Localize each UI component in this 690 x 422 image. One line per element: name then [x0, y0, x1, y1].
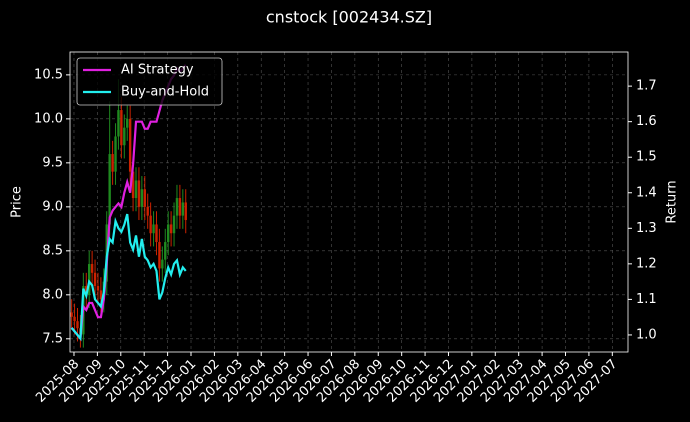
candle-body — [126, 118, 129, 128]
legend-label: Buy-and-Hold — [121, 85, 209, 100]
candle-body — [108, 154, 111, 225]
y-tick-label: 8.5 — [42, 243, 63, 258]
legend: AI Strategy Buy-and-Hold — [76, 57, 223, 106]
candle-body — [134, 180, 138, 199]
candle-body — [131, 171, 135, 199]
y2-tick-label: 1.0 — [636, 327, 657, 342]
y2-tick-label: 1.2 — [636, 256, 657, 271]
candle-body — [114, 136, 117, 172]
y-tick-label: 7.5 — [42, 331, 63, 346]
plot-frame — [69, 51, 629, 353]
chart-title: cnstock [002434.SZ] — [266, 8, 432, 27]
legend-label: AI Strategy — [121, 63, 194, 78]
y2-tick-label: 1.7 — [636, 79, 657, 94]
candle-body — [137, 180, 141, 207]
candle-body — [99, 290, 103, 300]
y-tick-label: 9.5 — [42, 155, 63, 170]
candle-body — [181, 202, 185, 216]
candle-body — [155, 224, 158, 243]
series-line — [70, 213, 187, 342]
candle-body — [169, 224, 173, 234]
candle-body — [120, 110, 123, 146]
candle-body — [178, 198, 182, 216]
candle-body — [140, 189, 144, 207]
y2-tick-label: 1.3 — [636, 221, 657, 236]
candle-body — [73, 316, 76, 322]
candle-body — [117, 110, 120, 137]
candle-body — [152, 224, 155, 234]
candle-body — [146, 206, 149, 216]
y-tick-label: 10.0 — [34, 111, 63, 126]
y2-tick-label: 1.5 — [636, 150, 657, 165]
candle-body — [70, 312, 73, 317]
candle-body — [128, 118, 132, 172]
candle-body — [158, 242, 161, 269]
candle-body — [161, 259, 164, 269]
y2-tick-label: 1.4 — [636, 185, 657, 200]
y-tick-label: 10.5 — [34, 67, 63, 82]
y2-axis-label: Return — [665, 180, 680, 223]
legend-box — [76, 57, 223, 106]
candle-body — [90, 264, 94, 273]
candle-body — [96, 286, 100, 291]
candle-body — [111, 154, 114, 172]
candle-body — [93, 272, 97, 287]
candle-body — [87, 264, 91, 295]
candle-body — [164, 242, 167, 260]
candle-body — [123, 127, 126, 146]
candle-body — [175, 198, 179, 216]
candle-body — [184, 202, 187, 221]
y2-tick-label: 1.1 — [636, 292, 657, 307]
candle-body — [166, 224, 170, 243]
y-tick-label: 8.0 — [42, 287, 63, 302]
candle-body — [149, 215, 152, 234]
y-axis-label: Price — [10, 186, 25, 218]
candle-body — [143, 189, 146, 207]
candle-body — [76, 321, 79, 329]
y-tick-label: 9.0 — [42, 199, 63, 214]
y2-tick-label: 1.6 — [636, 114, 657, 129]
candle-body — [172, 215, 176, 234]
